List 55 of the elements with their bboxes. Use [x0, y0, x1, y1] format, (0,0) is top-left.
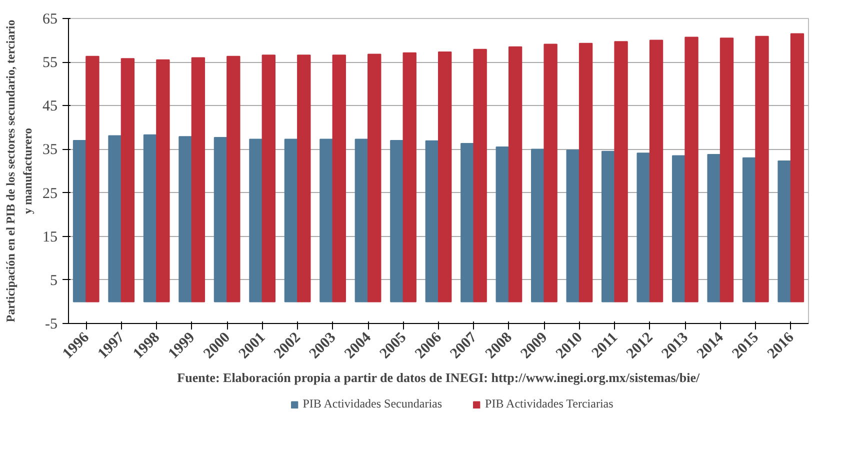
bar [284, 138, 298, 302]
x-tick-label: 2011 [589, 330, 622, 362]
bar [226, 56, 240, 302]
bar [578, 42, 593, 302]
source-note: Fuente: Elaboración propia a partir de datos de INEGI: http://www.inegi.org.mx/sistemas/bie/ [177, 370, 700, 385]
bar [790, 33, 804, 302]
y-tick-label: 45 [42, 98, 58, 115]
y-tick-label: 15 [42, 229, 58, 246]
bar [636, 152, 650, 302]
bar [178, 136, 192, 302]
bar [320, 138, 334, 302]
bar [460, 143, 474, 302]
bar [778, 160, 792, 302]
bar [649, 40, 664, 302]
bar [508, 46, 522, 302]
bar [684, 36, 698, 302]
bar [390, 140, 404, 302]
bar [86, 56, 100, 302]
y-tick-label: 25 [42, 186, 58, 202]
bar [156, 59, 170, 302]
bar [108, 135, 122, 302]
bar [614, 41, 628, 302]
bar [755, 36, 769, 302]
bar [402, 52, 416, 302]
bar [249, 138, 263, 302]
y-tick-label: -5 [45, 316, 58, 332]
bar [425, 140, 439, 302]
bar [214, 136, 228, 302]
bar [544, 44, 558, 302]
bar [496, 146, 510, 302]
legend-label: PIB Actividades Terciarias [485, 396, 614, 412]
legend-label: PIB Actividades Secundarias [302, 396, 442, 412]
y-axis-title: Participación en el PIB de los sectores secundario, terciario y manufacturero [4, 20, 34, 322]
bar [438, 52, 452, 302]
bar [602, 150, 616, 302]
bar [120, 58, 135, 302]
bar [332, 54, 346, 302]
y-tick-label: 35 [42, 142, 58, 158]
bar [707, 154, 721, 302]
bar [143, 134, 158, 302]
y-tick-label: 65 [42, 12, 58, 28]
bar [672, 155, 686, 302]
bar [531, 148, 545, 302]
bar [297, 54, 311, 302]
y-tick-label: 55 [42, 55, 58, 72]
y-tick-label: 5 [50, 272, 58, 289]
bar [72, 140, 87, 302]
bar [368, 54, 382, 302]
bar [262, 54, 276, 302]
bar [720, 38, 734, 302]
bar [191, 57, 206, 302]
bar [566, 150, 580, 302]
bar [473, 48, 487, 302]
bar [354, 138, 369, 302]
bar [742, 157, 756, 302]
